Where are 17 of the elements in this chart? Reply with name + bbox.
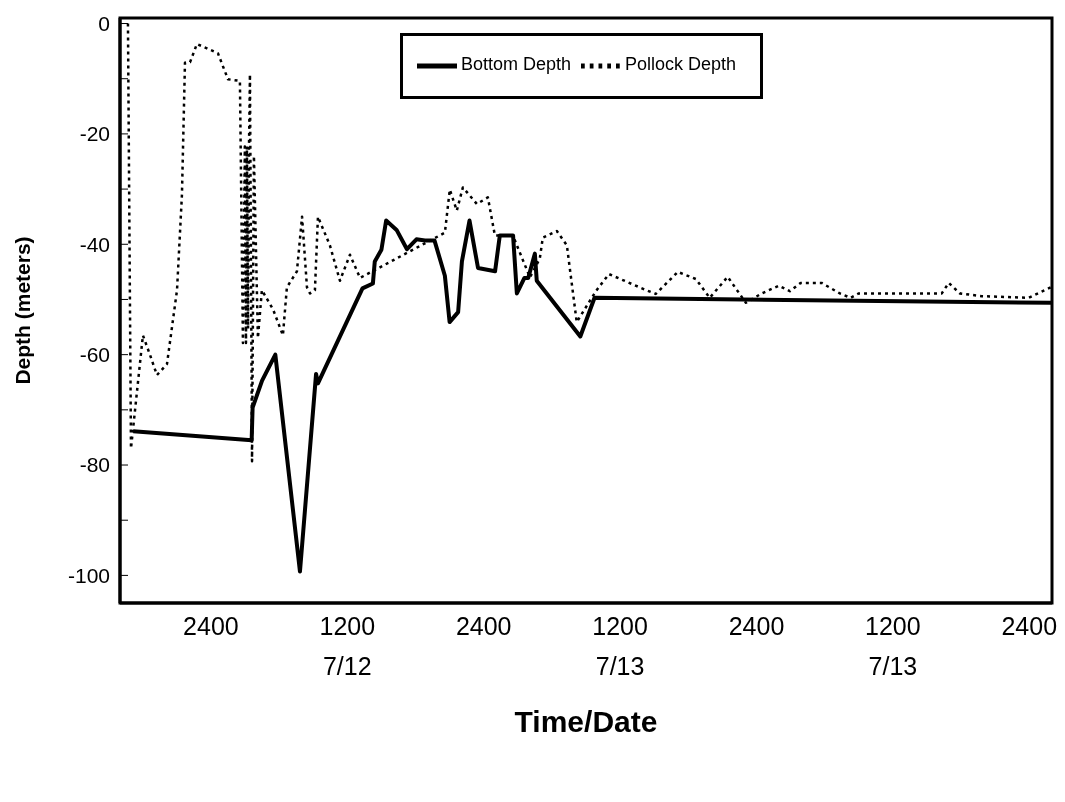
y-tick-label: -100 [67,563,110,587]
legend-label: Bottom Depth [461,53,572,74]
y-tick-label: -20 [79,122,110,146]
y-tick-label: 0 [98,11,110,35]
y-tick-label: -40 [79,232,110,256]
x-tick-label: 2400 [455,612,512,640]
y-tick-label: -80 [79,453,110,477]
x-tick-label: 2400 [1001,612,1058,640]
x-tick-label: 2400 [728,612,785,640]
y-tick-label: -60 [79,343,110,367]
x-tick-label: 1200 7/13 [592,612,648,680]
y-axis-title: Depth (meters) [11,236,34,385]
x-tick-label: 1200 7/13 [865,612,921,680]
x-tick-label: 2400 [183,612,239,640]
x-axis-title: Time/Date [514,705,658,738]
legend-label: Pollock Depth [625,53,737,74]
x-tick-label: 1200 7/12 [319,612,376,680]
